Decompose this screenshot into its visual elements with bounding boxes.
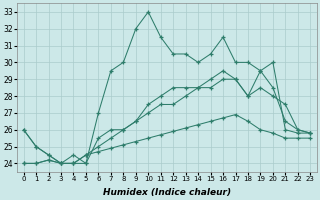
X-axis label: Humidex (Indice chaleur): Humidex (Indice chaleur): [103, 188, 231, 197]
